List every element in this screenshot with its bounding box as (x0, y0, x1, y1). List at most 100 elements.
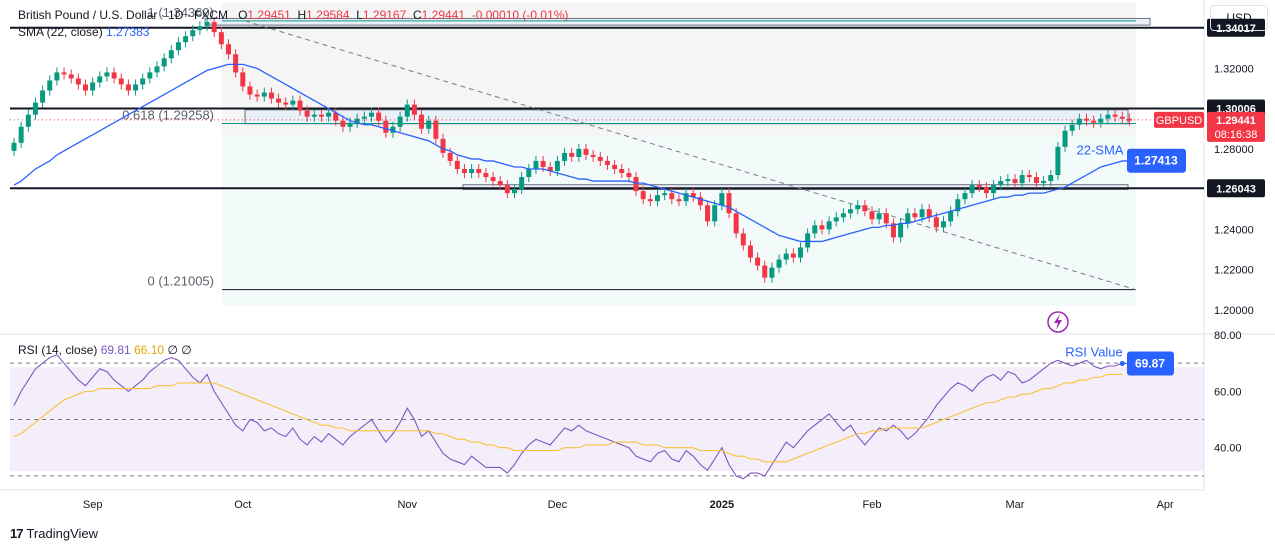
candle-body (290, 100, 296, 105)
candle-body (983, 187, 989, 194)
low-label: L (356, 8, 363, 22)
candle-body (576, 148, 582, 157)
candle-body (318, 114, 324, 117)
candle-body (619, 169, 625, 174)
candle-body (1112, 114, 1118, 117)
tradingview-logo-icon: 17 (10, 526, 24, 541)
rsi-line (13, 354, 1123, 480)
sma-label: SMA (22, close) (18, 25, 103, 39)
time-tick-label: 2025 (710, 499, 734, 511)
symbol-tag (1154, 111, 1204, 128)
candle-body (218, 32, 224, 45)
candle-body (476, 169, 482, 174)
rsi-legend[interactable]: RSI (14, close) 69.81 66.10 ∅ ∅ (18, 343, 192, 357)
candle-body (183, 36, 189, 43)
top-zone (204, 17, 1151, 26)
candle-body (483, 173, 489, 178)
time-tick-label: Nov (397, 499, 417, 511)
candle-body (840, 213, 846, 218)
candle-body (61, 72, 67, 75)
candle-body (25, 114, 31, 127)
candle-body (411, 104, 417, 115)
candle-body (333, 112, 339, 121)
candle-body (612, 164, 618, 169)
candle-body (890, 223, 896, 238)
candle-body (240, 72, 246, 87)
candle-body (68, 74, 74, 79)
candle-body (762, 265, 768, 278)
candle-body (40, 90, 46, 103)
rsi-extra-2: ∅ (181, 343, 192, 357)
candle-body (1105, 114, 1111, 119)
tradingview-logo[interactable]: 17 TradingView (10, 526, 98, 541)
currency-button[interactable]: USD (1210, 5, 1268, 31)
key-level-value: 1.26043 (1216, 183, 1256, 195)
candle-body (97, 76, 103, 83)
candle-body (919, 209, 925, 218)
key-level-tag (1207, 18, 1265, 37)
currency-label: USD (1226, 11, 1252, 25)
candle-body (933, 217, 939, 228)
candle-body (705, 205, 711, 222)
candle-body (261, 92, 267, 97)
candle-body (655, 195, 660, 202)
candle-body (426, 120, 432, 129)
candle-body (533, 160, 539, 169)
candle-body (526, 169, 532, 178)
sma-legend[interactable]: SMA (22, close) 1.27383 (18, 25, 149, 39)
candle-body (397, 116, 403, 127)
candle-body (369, 112, 374, 117)
candle-body (905, 213, 911, 224)
candle-body (283, 102, 289, 105)
time-tick-label: Mar (1006, 499, 1025, 511)
candle-body (340, 120, 346, 127)
candle-body (647, 199, 653, 202)
fib-level-label: 0.618 (1.29258) (122, 108, 214, 123)
open-label: O (238, 8, 248, 22)
sma-annotation-box (1127, 148, 1186, 173)
symbol-tag-label: GBPUSD (1156, 115, 1203, 127)
candle-body (819, 225, 825, 230)
candle-body (204, 22, 210, 27)
candle-body (268, 92, 274, 99)
high-label: H (297, 8, 307, 22)
candle-body (140, 78, 146, 85)
candle-body (354, 118, 360, 123)
candle-body (347, 122, 353, 127)
candle-body (1126, 118, 1132, 121)
candle-body (161, 58, 167, 67)
candle-body (297, 100, 303, 111)
rsi-tick-label: 80.00 (1214, 330, 1242, 342)
candle-body (504, 185, 510, 194)
candle-body (669, 193, 675, 200)
symbol-title: British Pound / U.S. Dollar · 1D · FXCM (18, 8, 229, 22)
sma-line (13, 63, 1130, 243)
candle-body (805, 233, 811, 248)
candle-body (254, 94, 260, 97)
rsi-annotation-label: RSI Value (1065, 345, 1123, 360)
key-level-value: 1.34017 (1216, 23, 1256, 35)
alert-flash-icon[interactable] (1047, 311, 1069, 333)
candle-body (1055, 146, 1061, 176)
candle-body (869, 211, 875, 220)
candle-body (390, 126, 396, 133)
candle-body (461, 169, 467, 174)
candle-body (190, 30, 196, 37)
candle-body (1119, 116, 1125, 119)
candle-body (747, 245, 753, 258)
candle-body (469, 169, 475, 174)
candle-body (1005, 179, 1011, 182)
candle-body (726, 193, 732, 214)
high-value: 1.29584 (306, 8, 350, 22)
candle-body (125, 84, 131, 91)
candle-body (1012, 179, 1018, 184)
candle-body (447, 152, 453, 161)
fib-zone-lower (222, 136, 1136, 306)
price-tick-label: 1.32000 (1214, 63, 1254, 75)
rsi-label: RSI (14, close) (18, 343, 98, 357)
candle-body (626, 173, 632, 178)
candle-body (798, 247, 803, 258)
candle-body (712, 205, 718, 222)
rsi-annotation-box (1127, 351, 1174, 376)
